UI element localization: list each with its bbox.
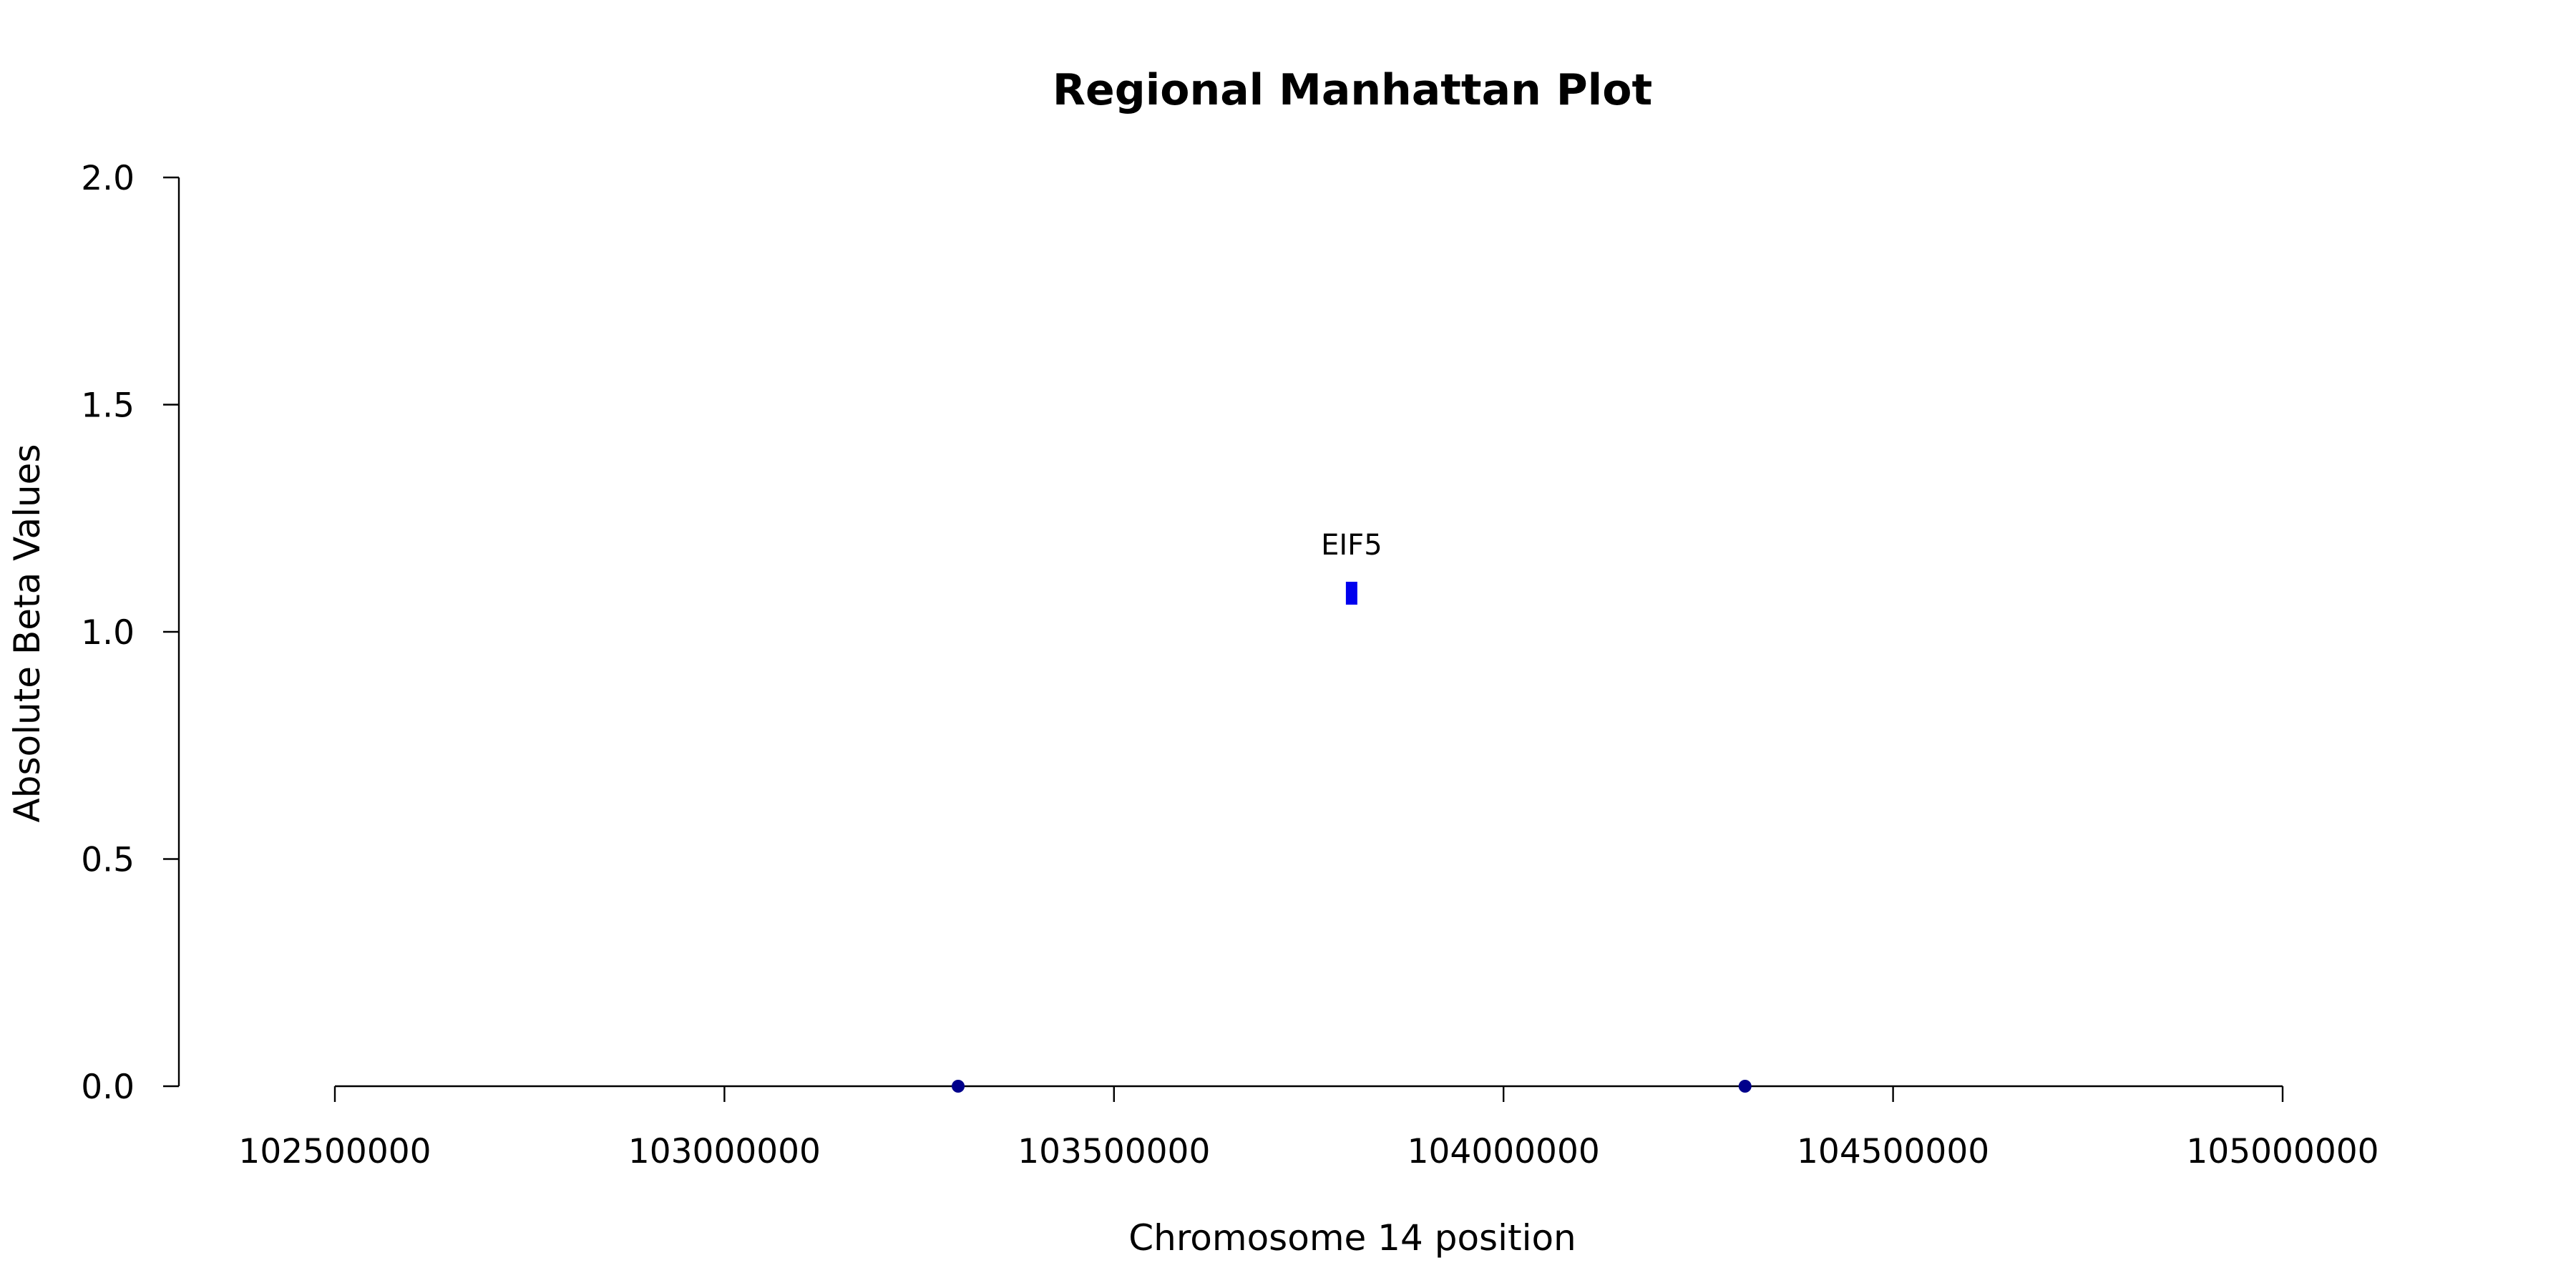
data-point — [952, 1080, 965, 1093]
x-tick-label: 103500000 — [1018, 1132, 1210, 1171]
data-point — [1738, 1080, 1752, 1093]
x-tick-label: 104000000 — [1407, 1132, 1600, 1171]
gene-label: EIF5 — [1321, 529, 1382, 562]
y-tick-label: 1.5 — [81, 386, 135, 426]
gene-mark — [1345, 582, 1357, 605]
y-tick-label: 0.5 — [81, 841, 135, 880]
y-axis: 0.0 0.5 1.0 1.5 2.0 — [81, 159, 180, 1107]
plot-points — [952, 1080, 1752, 1093]
x-tick-label: 102500000 — [238, 1132, 431, 1171]
y-tick-label: 0.0 — [81, 1068, 135, 1107]
gene-marks: EIF5 — [1321, 529, 1382, 605]
x-ticks: 102500000 103000000 103500000 104000000 1045… — [238, 1086, 2379, 1171]
x-tick-label: 103000000 — [628, 1132, 821, 1171]
x-axis: 102500000 103000000 103500000 104000000 1045… — [238, 1085, 2379, 1171]
x-tick-label: 104500000 — [1797, 1132, 1989, 1171]
x-tick-label: 105000000 — [2186, 1132, 2379, 1171]
y-axis-title: Absolute Beta Values — [6, 444, 48, 823]
x-axis-title: Chromosome 14 position — [1128, 1217, 1576, 1259]
y-tick-label: 2.0 — [81, 159, 135, 198]
y-ticks: 0.0 0.5 1.0 1.5 2.0 — [81, 159, 179, 1107]
chart-title: Regional Manhattan Plot — [1053, 65, 1652, 115]
y-tick-label: 1.0 — [81, 613, 135, 653]
